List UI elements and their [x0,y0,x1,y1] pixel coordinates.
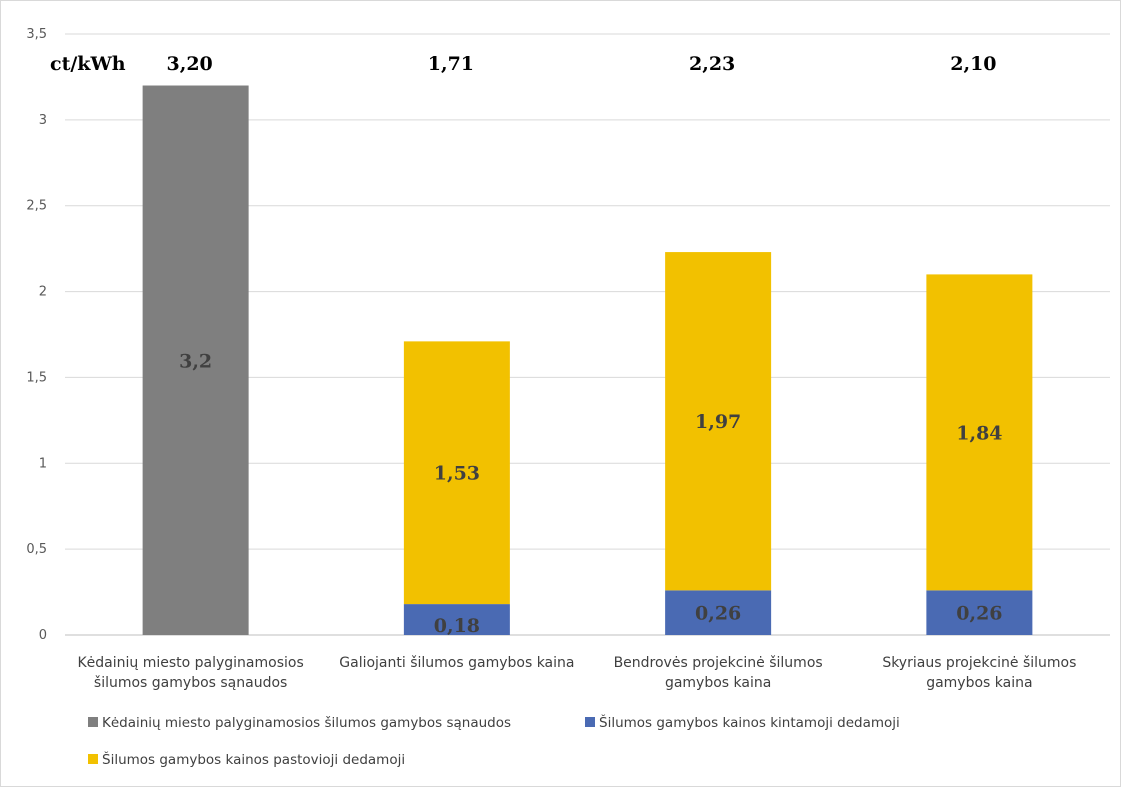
x-axis-categories: Kėdainių miesto palyginamosios šilumos ga… [77,655,1076,691]
legend: Kėdainių miesto palyginamosios šilumos g… [88,713,900,768]
legend-swatch [88,717,98,727]
bar-segment [926,590,1033,635]
bar-total-label: 2,23 [689,53,735,75]
category-label: gamybos kaina [665,675,771,691]
unit-label: ct/kWh [50,53,126,75]
segment-value-label: 0,18 [434,615,480,637]
y-tick-label: 0,5 [26,542,47,557]
category-label: gamybos kaina [926,675,1032,691]
legend-entry: Šilumos gamybos kainos pastovioji dedamo… [102,750,405,768]
segment-value-label: 1,84 [956,422,1002,444]
legend-swatch [88,754,98,764]
y-tick-label: 0 [39,628,47,643]
segment-value-label: 1,53 [434,463,480,485]
bar-segment [665,252,772,591]
segment-value-label: 1,97 [695,411,741,433]
y-tick-label: 3,5 [26,27,47,42]
bar-total-label: 3,20 [166,53,212,75]
y-axis-ticks: 0 0,5 1 1,5 2 2,5 3 3,5 [26,27,47,643]
y-tick-label: 1 [39,456,47,471]
y-tick-label: 3 [39,113,47,128]
y-tick-label: 2,5 [26,199,47,214]
segment-value-label: 3,2 [179,350,212,372]
legend-entry: Kėdainių miesto palyginamosios šilumos g… [102,715,511,731]
bars [142,85,1033,635]
category-label: Galiojanti šilumos gamybos kaina [339,655,574,671]
segment-value-label: 0,26 [695,603,741,625]
category-label: Bendrovės projekcinė šilumos [614,655,823,671]
bar-segment [142,85,249,635]
category-label: Skyriaus projekcinė šilumos [882,655,1076,671]
bar-total-label: 2,10 [950,53,996,75]
legend-swatch [585,717,595,727]
segment-value-label: 0,26 [956,603,1002,625]
legend-entry: Šilumos gamybos kainos kintamoji dedamoj… [599,713,900,731]
category-label: šilumos gamybos sąnaudos [94,675,287,691]
bar-segment [926,274,1033,591]
bar-total-label: 1,71 [428,53,474,75]
category-label: Kėdainių miesto palyginamosios [77,655,303,671]
bar-segment [403,604,510,635]
bar-segment [403,341,510,605]
bar-segment [665,590,772,635]
y-tick-label: 2 [39,285,47,300]
data-labels: 3,2 3,20 0,18 1,53 1,71 0,26 1,97 2,23 0,26 1,84 2… [166,53,1002,637]
y-tick-label: 1,5 [26,370,47,385]
